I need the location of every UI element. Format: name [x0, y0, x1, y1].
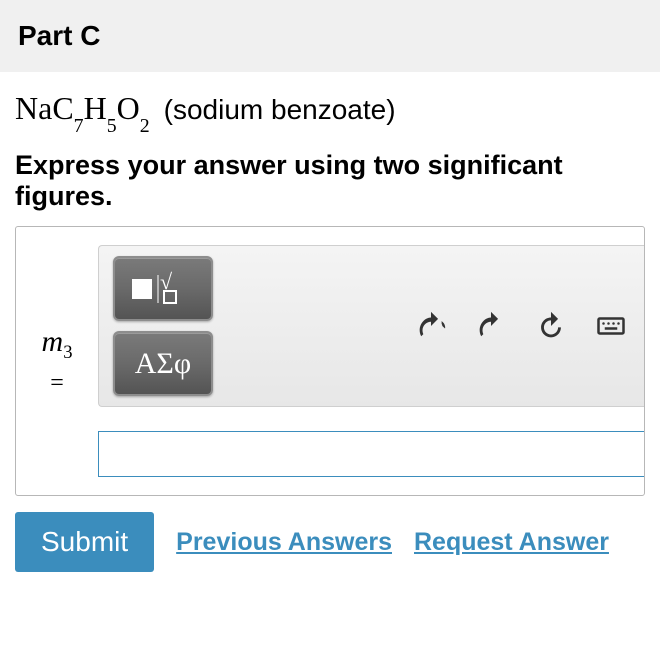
symbols-button[interactable]: ΑΣφ: [113, 331, 213, 396]
previous-answers-link[interactable]: Previous Answers: [176, 528, 392, 557]
part-header: Part C: [0, 0, 660, 72]
equation-toolbar: √ ΑΣφ: [98, 245, 644, 407]
keyboard-button[interactable]: [586, 301, 636, 351]
answer-label: m3 =: [16, 325, 98, 397]
undo-button[interactable]: [406, 301, 456, 351]
instruction-text: Express your answer using two significan…: [15, 150, 645, 212]
answer-input[interactable]: [98, 431, 644, 477]
request-answer-link[interactable]: Request Answer: [414, 528, 609, 557]
answer-box: m3 = √ ΑΣφ: [15, 226, 645, 496]
svg-text:√: √: [160, 269, 173, 294]
part-title: Part C: [18, 20, 100, 51]
templates-button[interactable]: √: [113, 256, 213, 321]
formula-line: NaC7H5O2 (sodium benzoate): [15, 90, 645, 132]
formula-name: (sodium benzoate): [164, 94, 396, 126]
chemical-formula: NaC7H5O2: [15, 90, 150, 132]
redo-button[interactable]: [466, 301, 516, 351]
reset-button[interactable]: [526, 301, 576, 351]
submit-button[interactable]: Submit: [15, 512, 154, 572]
